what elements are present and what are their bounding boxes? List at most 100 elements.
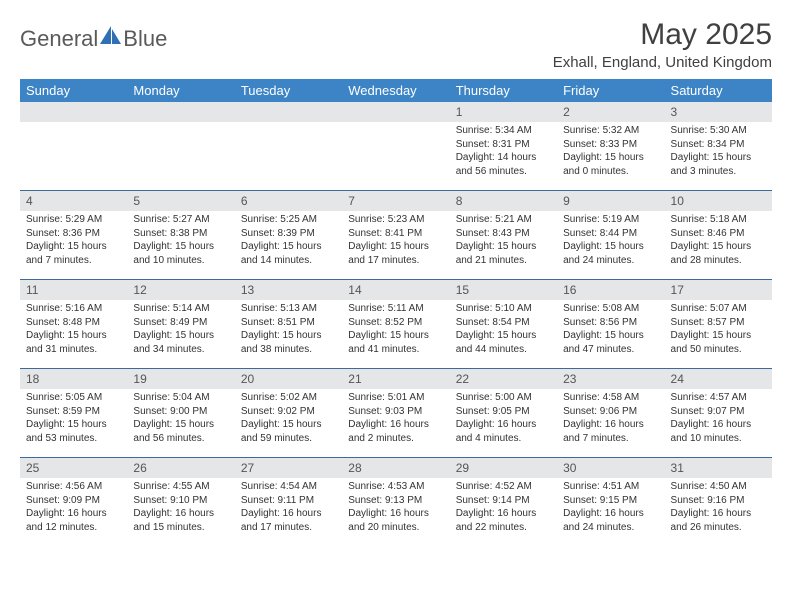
sunrise-line: Sunrise: 5:23 AM [348, 213, 443, 227]
day-number: 5 [127, 191, 234, 211]
calendar-cell: 6Sunrise: 5:25 AMSunset: 8:39 PMDaylight… [235, 191, 342, 279]
sunset-line: Sunset: 9:05 PM [456, 405, 551, 419]
daylight-line: Daylight: 15 hours and 3 minutes. [671, 151, 766, 178]
sunrise-line: Sunrise: 4:54 AM [241, 480, 336, 494]
calendar: SundayMondayTuesdayWednesdayThursdayFrid… [20, 79, 772, 546]
sunset-line: Sunset: 8:33 PM [563, 138, 658, 152]
sunset-line: Sunset: 9:09 PM [26, 494, 121, 508]
location: Exhall, England, United Kingdom [553, 54, 772, 71]
calendar-cell: 23Sunrise: 4:58 AMSunset: 9:06 PMDayligh… [557, 369, 664, 457]
sunset-line: Sunset: 8:57 PM [671, 316, 766, 330]
day-number: 10 [665, 191, 772, 211]
day-details: Sunrise: 5:18 AMSunset: 8:46 PMDaylight:… [665, 211, 772, 273]
day-number [20, 102, 127, 122]
day-number: 29 [450, 458, 557, 478]
calendar-cell: 16Sunrise: 5:08 AMSunset: 8:56 PMDayligh… [557, 280, 664, 368]
sail-icon [100, 26, 122, 52]
day-number: 3 [665, 102, 772, 122]
sunrise-line: Sunrise: 5:27 AM [133, 213, 228, 227]
sunrise-line: Sunrise: 5:19 AM [563, 213, 658, 227]
day-number: 7 [342, 191, 449, 211]
day-details: Sunrise: 5:14 AMSunset: 8:49 PMDaylight:… [127, 300, 234, 362]
day-number: 27 [235, 458, 342, 478]
day-details: Sunrise: 5:19 AMSunset: 8:44 PMDaylight:… [557, 211, 664, 273]
day-number: 15 [450, 280, 557, 300]
daylight-line: Daylight: 15 hours and 53 minutes. [26, 418, 121, 445]
daylight-line: Daylight: 15 hours and 47 minutes. [563, 329, 658, 356]
sunset-line: Sunset: 8:43 PM [456, 227, 551, 241]
sunrise-line: Sunrise: 4:53 AM [348, 480, 443, 494]
calendar-week: 18Sunrise: 5:05 AMSunset: 8:59 PMDayligh… [20, 369, 772, 458]
brand-part2: Blue [123, 26, 167, 52]
calendar-cell: 9Sunrise: 5:19 AMSunset: 8:44 PMDaylight… [557, 191, 664, 279]
day-number: 25 [20, 458, 127, 478]
sunset-line: Sunset: 9:03 PM [348, 405, 443, 419]
calendar-week: 25 Sunrise: 4:56 AMSunset: 9:09 PM Dayligh… [20, 458, 772, 546]
sunrise-line: Sunrise: 5:01 AM [348, 391, 443, 405]
daylight-line: Daylight: 15 hours and 10 minutes. [133, 240, 228, 267]
sunrise-line: Sunrise: 5:10 AM [456, 302, 551, 316]
day-number: 13 [235, 280, 342, 300]
day-number [127, 102, 234, 122]
calendar-cell [342, 102, 449, 190]
day-details: Sunrise: 5:32 AMSunset: 8:33 PMDaylight:… [557, 122, 664, 184]
day-number: 31 [665, 458, 772, 478]
sunrise-line: Sunrise: 5:16 AM [26, 302, 121, 316]
day-headers: SundayMondayTuesdayWednesdayThursdayFrid… [20, 79, 772, 102]
sunset-line: Sunset: 8:54 PM [456, 316, 551, 330]
calendar-cell [235, 102, 342, 190]
calendar-cell: 12Sunrise: 5:14 AMSunset: 8:49 PMDayligh… [127, 280, 234, 368]
day-details: Sunrise: 5:29 AMSunset: 8:36 PMDaylight:… [20, 211, 127, 273]
daylight-line: Daylight: 15 hours and 50 minutes. [671, 329, 766, 356]
day-details: Sunrise: 5:02 AMSunset: 9:02 PMDaylight:… [235, 389, 342, 451]
sunset-line: Sunset: 8:51 PM [241, 316, 336, 330]
day-details: Sunrise: 4:53 AMSunset: 9:13 PMDaylight:… [342, 478, 449, 540]
day-details: Sunrise: 5:27 AMSunset: 8:38 PMDaylight:… [127, 211, 234, 273]
day-header: Sunday [20, 79, 127, 102]
calendar-week: 4Sunrise: 5:29 AMSunset: 8:36 PMDaylight… [20, 191, 772, 280]
calendar-cell: 11Sunrise: 5:16 AMSunset: 8:48 PMDayligh… [20, 280, 127, 368]
calendar-cell: 27Sunrise: 4:54 AMSunset: 9:11 PMDayligh… [235, 458, 342, 546]
calendar-week: 1Sunrise: 5:34 AMSunset: 8:31 PMDaylight… [20, 102, 772, 191]
calendar-cell: 15Sunrise: 5:10 AMSunset: 8:54 PMDayligh… [450, 280, 557, 368]
sunset-line: Sunset: 9:14 PM [456, 494, 551, 508]
sunset-line: Sunset: 9:06 PM [563, 405, 658, 419]
sunrise-line: Sunrise: 5:08 AM [563, 302, 658, 316]
daylight-line: Daylight: 15 hours and 24 minutes. [563, 240, 658, 267]
sunrise-line: Sunrise: 4:56 AM [26, 480, 121, 494]
day-details: Sunrise: 4:57 AMSunset: 9:07 PMDaylight:… [665, 389, 772, 451]
day-number: 26 [127, 458, 234, 478]
day-number: 19 [127, 369, 234, 389]
sunset-line: Sunset: 9:11 PM [241, 494, 336, 508]
day-details: Sunrise: 5:01 AMSunset: 9:03 PMDaylight:… [342, 389, 449, 451]
sunset-line: Sunset: 9:07 PM [671, 405, 766, 419]
day-details: Sunrise: 5:16 AMSunset: 8:48 PMDaylight:… [20, 300, 127, 362]
calendar-cell: 1Sunrise: 5:34 AMSunset: 8:31 PMDaylight… [450, 102, 557, 190]
sunset-line: Sunset: 8:56 PM [563, 316, 658, 330]
day-number: 18 [20, 369, 127, 389]
day-header: Saturday [665, 79, 772, 102]
calendar-cell: 8Sunrise: 5:21 AMSunset: 8:43 PMDaylight… [450, 191, 557, 279]
sunrise-line: Sunrise: 5:07 AM [671, 302, 766, 316]
daylight-line: Daylight: 16 hours and 4 minutes. [456, 418, 551, 445]
sunrise-line: Sunrise: 5:04 AM [133, 391, 228, 405]
daylight-line: Daylight: 16 hours and 10 minutes. [671, 418, 766, 445]
sunset-line: Sunset: 8:44 PM [563, 227, 658, 241]
day-number: 21 [342, 369, 449, 389]
day-details: Sunrise: 5:13 AMSunset: 8:51 PMDaylight:… [235, 300, 342, 362]
daylight-line: Daylight: 15 hours and 21 minutes. [456, 240, 551, 267]
sunrise-line: Sunrise: 4:50 AM [671, 480, 766, 494]
sunset-line: Sunset: 8:49 PM [133, 316, 228, 330]
sunrise-line: Sunrise: 5:02 AM [241, 391, 336, 405]
daylight-line: Daylight: 16 hours and 22 minutes. [456, 507, 551, 534]
day-details: Sunrise: 5:10 AMSunset: 8:54 PMDaylight:… [450, 300, 557, 362]
day-number: 12 [127, 280, 234, 300]
daylight-line: Daylight: 15 hours and 41 minutes. [348, 329, 443, 356]
day-number [235, 102, 342, 122]
sunset-line: Sunset: 8:52 PM [348, 316, 443, 330]
day-header: Tuesday [235, 79, 342, 102]
sunrise-line: Sunrise: 5:00 AM [456, 391, 551, 405]
sunrise-line: Sunrise: 4:58 AM [563, 391, 658, 405]
sunset-line: Sunset: 8:41 PM [348, 227, 443, 241]
day-number: 17 [665, 280, 772, 300]
